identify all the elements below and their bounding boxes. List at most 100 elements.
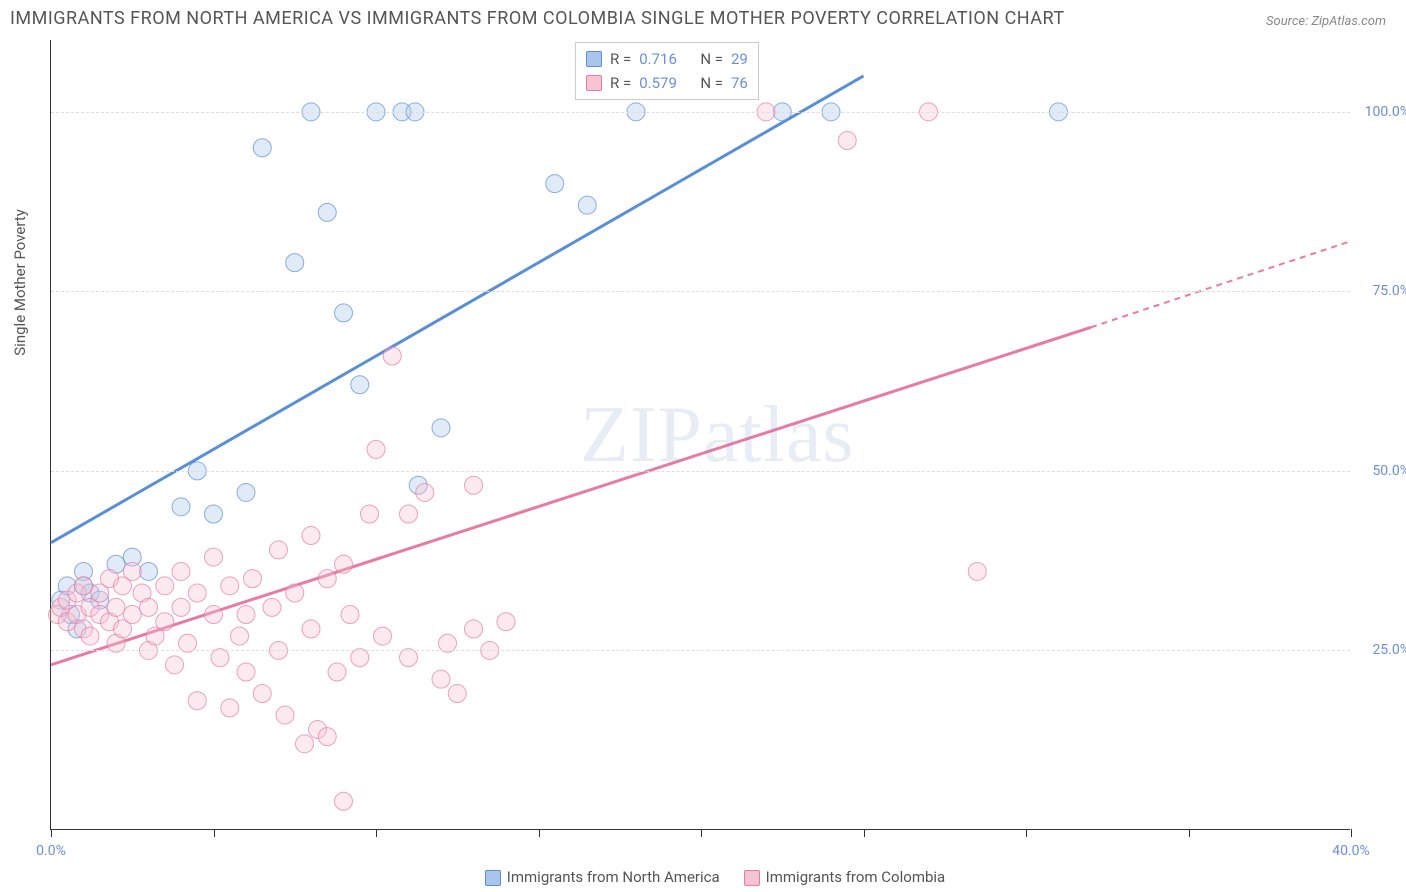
scatter-plot-svg — [51, 40, 1350, 829]
scatter-point — [237, 663, 255, 681]
scatter-point — [205, 548, 223, 566]
scatter-point — [221, 577, 239, 595]
chart-plot-area: 25.0%50.0%75.0%100.0%0.0%40.0% — [50, 40, 1350, 830]
scatter-point — [465, 620, 483, 638]
r-label: R = — [610, 71, 631, 95]
scatter-point — [270, 541, 288, 559]
stats-row: R = 0.716 N = 29 — [586, 47, 748, 71]
scatter-point — [361, 505, 379, 523]
scatter-point — [140, 562, 158, 580]
scatter-point — [237, 606, 255, 624]
scatter-point — [400, 505, 418, 523]
trend-line-dashed — [1091, 241, 1351, 327]
scatter-point — [328, 663, 346, 681]
legend-swatch — [586, 75, 602, 91]
scatter-point — [838, 132, 856, 150]
scatter-point — [244, 570, 262, 588]
scatter-point — [205, 606, 223, 624]
source-label: Source: — [1266, 14, 1308, 29]
scatter-point — [432, 419, 450, 437]
gridline-h — [51, 291, 1350, 292]
gridline-h — [51, 112, 1350, 113]
legend-label: Immigrants from North America — [507, 868, 720, 886]
scatter-point — [968, 562, 986, 580]
scatter-point — [335, 555, 353, 573]
chart-title: IMMIGRANTS FROM NORTH AMERICA VS IMMIGRA… — [10, 8, 1065, 29]
x-tick — [376, 829, 377, 837]
scatter-point — [81, 627, 99, 645]
x-tick — [1351, 829, 1352, 837]
scatter-point — [286, 584, 304, 602]
scatter-point — [253, 685, 271, 703]
scatter-point — [497, 613, 515, 631]
scatter-point — [263, 598, 281, 616]
y-tick-label: 100.0% — [1365, 104, 1406, 120]
scatter-point — [123, 562, 141, 580]
gridline-h — [51, 650, 1350, 651]
legend-swatch — [586, 51, 602, 67]
scatter-point — [546, 175, 564, 193]
x-tick — [51, 829, 52, 837]
scatter-point — [351, 376, 369, 394]
n-value: 76 — [731, 71, 748, 95]
scatter-point — [302, 527, 320, 545]
scatter-point — [318, 570, 336, 588]
x-tick — [701, 829, 702, 837]
scatter-point — [237, 483, 255, 501]
scatter-point — [276, 706, 294, 724]
scatter-point — [335, 792, 353, 810]
r-value: 0.579 — [639, 71, 677, 95]
y-tick-label: 50.0% — [1372, 463, 1406, 479]
scatter-point — [374, 627, 392, 645]
y-tick-label: 25.0% — [1372, 642, 1406, 658]
scatter-point — [318, 728, 336, 746]
scatter-point — [188, 584, 206, 602]
scatter-point — [172, 598, 190, 616]
r-value: 0.716 — [639, 47, 677, 71]
scatter-point — [253, 139, 271, 157]
scatter-point — [318, 203, 336, 221]
scatter-point — [578, 196, 596, 214]
scatter-point — [465, 476, 483, 494]
n-label: N = — [700, 47, 723, 71]
legend-swatch — [744, 870, 760, 886]
x-tick — [214, 829, 215, 837]
scatter-point — [188, 692, 206, 710]
scatter-point — [448, 685, 466, 703]
x-tick — [864, 829, 865, 837]
x-tick-label: 0.0% — [36, 843, 66, 859]
legend-bottom: Immigrants from North AmericaImmigrants … — [0, 868, 1406, 886]
x-tick-label: 40.0% — [1332, 843, 1370, 859]
scatter-point — [383, 347, 401, 365]
scatter-point — [156, 613, 174, 631]
scatter-point — [107, 598, 125, 616]
y-tick-label: 75.0% — [1372, 283, 1406, 299]
n-value: 29 — [731, 47, 748, 71]
scatter-point — [367, 440, 385, 458]
scatter-point — [432, 670, 450, 688]
scatter-point — [341, 606, 359, 624]
x-tick — [539, 829, 540, 837]
scatter-point — [302, 620, 320, 638]
scatter-point — [75, 577, 93, 595]
stats-row: R = 0.579 N = 76 — [586, 71, 748, 95]
gridline-h — [51, 471, 1350, 472]
scatter-point — [172, 498, 190, 516]
y-axis-label: Single Mother Poverty — [11, 209, 29, 356]
scatter-point — [140, 598, 158, 616]
scatter-point — [123, 606, 141, 624]
scatter-point — [231, 627, 249, 645]
scatter-point — [286, 254, 304, 272]
x-tick — [1189, 829, 1190, 837]
scatter-point — [221, 699, 239, 717]
scatter-point — [335, 304, 353, 322]
r-label: R = — [610, 47, 631, 71]
scatter-point — [166, 656, 184, 674]
correlation-stats-box: R = 0.716 N = 29 R = 0.579 N = 76 — [575, 42, 759, 100]
scatter-point — [205, 505, 223, 523]
source-value: ZipAtlas.com — [1311, 14, 1386, 29]
x-tick — [1026, 829, 1027, 837]
legend-swatch — [485, 870, 501, 886]
n-label: N = — [700, 71, 723, 95]
scatter-point — [156, 577, 174, 595]
